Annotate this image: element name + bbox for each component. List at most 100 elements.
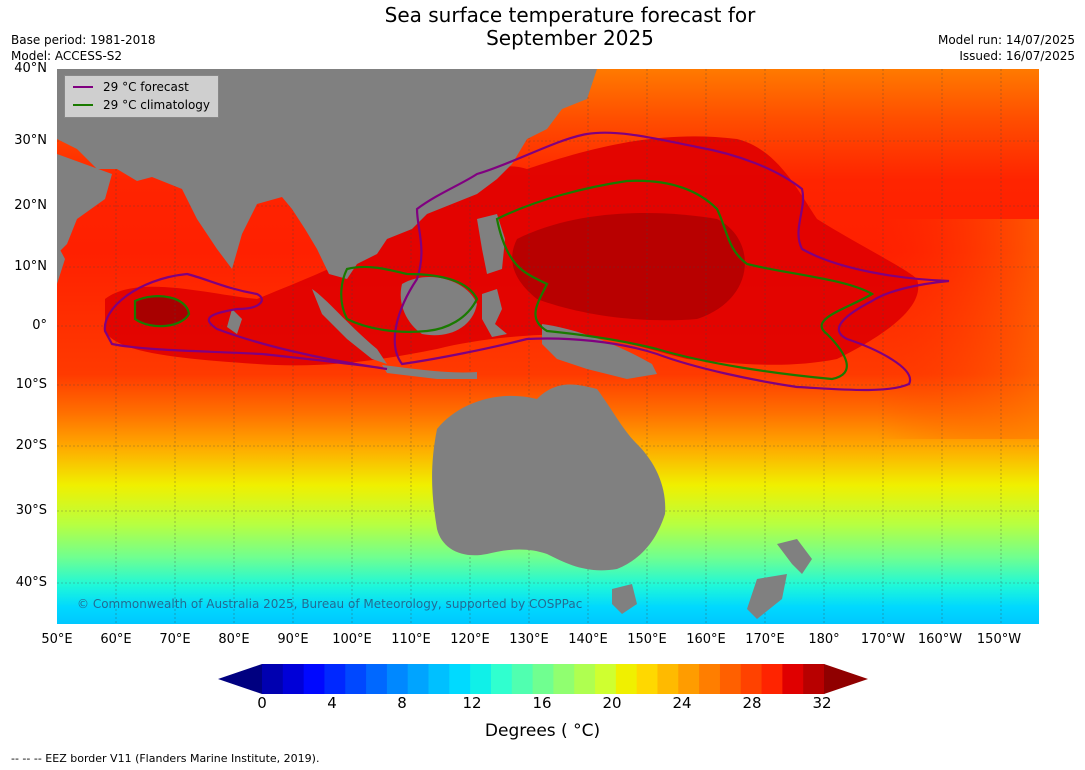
- colorbar-segment: [719, 664, 742, 694]
- sst-map: [57, 69, 1039, 624]
- lon-label: 140°E: [568, 632, 608, 647]
- lon-label: 100°E: [332, 632, 372, 647]
- warm-pool-31: [512, 213, 745, 321]
- colorbar-segment: [449, 664, 471, 694]
- colorbar-segment: [678, 664, 700, 694]
- lon-label: 130°E: [509, 632, 549, 647]
- sri-lanka: [227, 309, 242, 334]
- colorbar-segment: [407, 664, 430, 694]
- lat-label: 0°: [32, 318, 47, 333]
- lat-label: 10°S: [15, 377, 47, 392]
- lon-label: 180°: [808, 632, 840, 647]
- new-zealand-south: [747, 574, 787, 619]
- base-period: Base period: 1981-2018: [11, 33, 156, 47]
- colorbar-segment: [511, 664, 534, 694]
- eez-note: -- -- -- EEZ border V11 (Flanders Marine…: [11, 752, 320, 765]
- colorbar-segment: [782, 664, 804, 694]
- lat-label: 30°N: [14, 133, 47, 148]
- philippines: [477, 214, 505, 274]
- legend-climatology: 29 °C climatology: [73, 97, 210, 113]
- tasmania: [612, 584, 637, 614]
- colorbar-tick: 32: [812, 694, 832, 712]
- new-zealand-north: [777, 539, 812, 574]
- lon-label: 90°E: [277, 632, 309, 647]
- map-title: Sea surface temperature forecast for Sep…: [0, 4, 1085, 50]
- meta-left: Base period: 1981-2018 Model: ACCESS-S2: [11, 32, 156, 64]
- colorbar-segment: [324, 664, 346, 694]
- colorbar-segment: [470, 664, 492, 694]
- colorbar-segment: [532, 664, 554, 694]
- colorbar-segment: [386, 664, 409, 694]
- copyright-notice: © Commonwealth of Australia 2025, Bureau…: [77, 597, 583, 611]
- colorbar-tick: 20: [602, 694, 622, 712]
- legend-forecast-label: 29 °C forecast: [103, 80, 189, 94]
- arabia-landmass: [57, 154, 112, 254]
- colorbar-segment: [428, 664, 450, 694]
- climatology-swatch: [73, 104, 93, 106]
- australia: [432, 384, 666, 571]
- colorbar-segment: [345, 664, 367, 694]
- lon-label: 170°E: [745, 632, 785, 647]
- sst-east-cooling: [877, 219, 1039, 439]
- colorbar-segment: [553, 664, 575, 694]
- model-name: Model: ACCESS-S2: [11, 49, 123, 63]
- lat-label: 10°N: [14, 259, 47, 274]
- colorbar-segment: [490, 664, 513, 694]
- colorbar-tick: 0: [257, 694, 267, 712]
- lon-label: 60°E: [100, 632, 132, 647]
- colorbar-tick: 8: [397, 694, 407, 712]
- forecast-swatch: [73, 86, 93, 88]
- colorbar: [218, 664, 868, 694]
- colorbar-segment: [282, 664, 305, 694]
- lon-label: 120°E: [450, 632, 490, 647]
- legend-climatology-label: 29 °C climatology: [103, 98, 211, 112]
- colorbar-segment: [303, 664, 325, 694]
- issued-date: Issued: 16/07/2025: [959, 49, 1075, 63]
- colorbar-tick: 4: [327, 694, 337, 712]
- landmasses: [57, 69, 812, 619]
- warm-pool-west: [135, 296, 189, 326]
- colorbar-tick: 28: [742, 694, 762, 712]
- lon-label: 80°E: [218, 632, 250, 647]
- lat-label: 20°N: [14, 198, 47, 213]
- japan: [497, 74, 537, 124]
- contour-legend: 29 °C forecast 29 °C climatology: [64, 75, 219, 118]
- lon-label: 150°W: [976, 632, 1022, 647]
- lon-label: 160°E: [686, 632, 726, 647]
- lon-label: 160°W: [917, 632, 963, 647]
- lat-label: 20°S: [15, 438, 47, 453]
- lon-label: 170°W: [860, 632, 906, 647]
- colorbar-label: Degrees ( °C): [484, 721, 601, 741]
- colorbar-tick: 12: [462, 694, 482, 712]
- lon-label: 110°E: [391, 632, 431, 647]
- meta-right: Model run: 14/07/2025 Issued: 16/07/2025: [938, 32, 1075, 64]
- model-run: Model run: 14/07/2025: [937, 33, 1075, 47]
- lon-label: 70°E: [159, 632, 191, 647]
- asia-landmass: [57, 69, 597, 279]
- sst-map-svg: [57, 69, 1039, 624]
- java: [382, 365, 477, 379]
- forecast-29c-contour: [103, 131, 950, 392]
- colorbar-segment: [761, 664, 783, 694]
- lat-label: 40°N: [14, 61, 47, 76]
- colorbar-segment: [636, 664, 658, 694]
- colorbar-segment: [657, 664, 679, 694]
- colorbar-segment: [574, 664, 596, 694]
- colorbar-extend-low: [218, 664, 262, 694]
- colorbar-segment: [740, 664, 763, 694]
- new-guinea: [542, 324, 657, 379]
- title-line-1: Sea surface temperature forecast for: [384, 3, 756, 27]
- colorbar-segment: [699, 664, 721, 694]
- colorbar-extend-high: [824, 664, 868, 694]
- sulawesi: [482, 289, 507, 337]
- colorbar-tick: 16: [532, 694, 552, 712]
- colorbar-tick: 24: [672, 694, 692, 712]
- sumatra: [312, 289, 387, 364]
- colorbar-segment: [366, 664, 388, 694]
- colorbar-segment: [262, 664, 284, 694]
- colorbar-segment: [595, 664, 617, 694]
- colorbar-segment: [615, 664, 638, 694]
- climatology-29c-contour: [133, 179, 875, 381]
- lon-label: 150°E: [627, 632, 667, 647]
- title-line-2: September 2025: [486, 26, 654, 50]
